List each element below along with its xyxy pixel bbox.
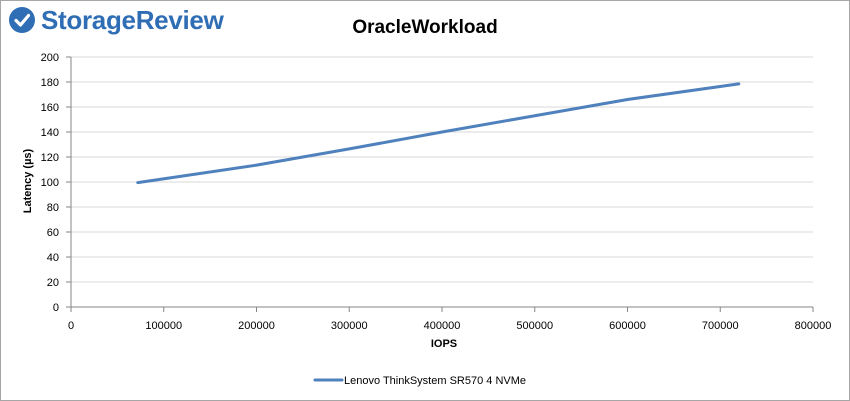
y-axis-tick-labels: 0 20 40 60 80 100 120 140 160 180 200 <box>41 52 59 314</box>
x-tick-label: 500000 <box>516 320 553 332</box>
y-tick-label: 20 <box>47 277 59 289</box>
y-tick-label: 120 <box>41 152 59 164</box>
chart-title: OracleWorkload <box>352 17 497 38</box>
storagereview-logo: StorageReview <box>7 5 224 35</box>
axes <box>66 56 814 312</box>
y-tick-label: 0 <box>53 302 59 314</box>
storagereview-logo-icon <box>9 7 35 33</box>
legend: Lenovo ThinkSystem SR570 4 NVMe <box>313 375 526 387</box>
y-tick-label: 200 <box>41 52 59 64</box>
y-tick-label: 160 <box>41 102 59 114</box>
x-tick-label: 0 <box>68 320 74 332</box>
x-tick-label: 100000 <box>145 320 182 332</box>
y-axis-label: Latency (µs) <box>22 148 34 213</box>
x-tick-label: 800000 <box>795 320 832 332</box>
y-tick-label: 180 <box>41 77 59 89</box>
series-line <box>136 82 741 185</box>
x-tick-label: 400000 <box>424 320 461 332</box>
y-tick-label: 40 <box>47 252 59 264</box>
y-tick-label: 80 <box>47 202 59 214</box>
x-tick-label: 700000 <box>702 320 739 332</box>
x-tick-label: 200000 <box>238 320 275 332</box>
x-tick-label: 300000 <box>331 320 368 332</box>
x-axis-label: IOPS <box>431 338 457 350</box>
legend-label: Lenovo ThinkSystem SR570 4 NVMe <box>344 375 526 387</box>
series-lines <box>136 82 741 185</box>
x-tick-label: 600000 <box>609 320 646 332</box>
y-tick-label: 60 <box>47 227 59 239</box>
y-tick-label: 140 <box>41 127 59 139</box>
logo-text: StorageReview <box>41 4 224 35</box>
y-tick-label: 100 <box>41 177 59 189</box>
x-axis-tick-labels: 0 100000 200000 300000 400000 500000 600000 700… <box>68 320 831 332</box>
grid-lines <box>71 56 813 283</box>
